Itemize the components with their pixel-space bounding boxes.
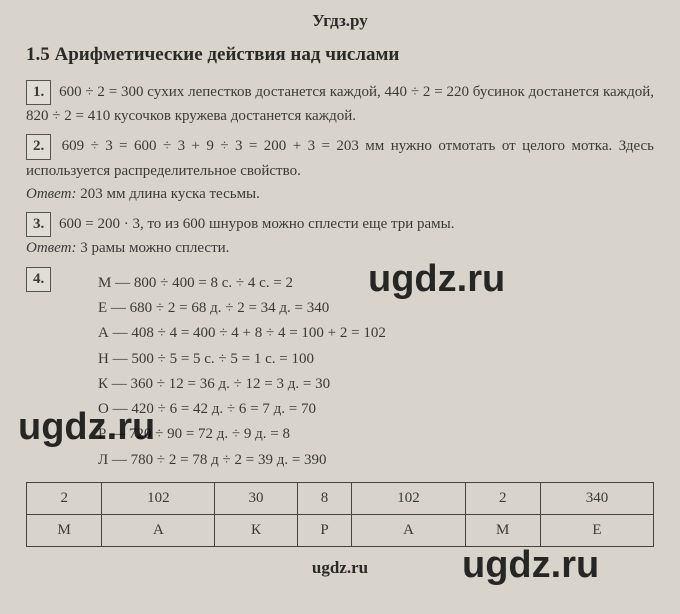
problem-3-answer-label: Ответ:	[26, 240, 76, 256]
problem-3-answer: 3 рамы можно сплести.	[76, 240, 229, 256]
cell: 2	[27, 482, 102, 514]
cell: 102	[352, 482, 465, 514]
problem-2-text: 609 ÷ 3 = 600 ÷ 3 + 9 ÷ 3 = 200 + 3 = 20…	[26, 138, 654, 178]
cell: 30	[215, 482, 297, 514]
problem-2-number: 2.	[26, 134, 51, 159]
p4-line-a: А — 408 ÷ 4 = 400 ÷ 4 + 8 ÷ 4 = 100 + 2 …	[98, 322, 654, 345]
section-title: 1.5 Арифметические действия над числами	[26, 40, 654, 69]
p4-line-e: Е — 680 ÷ 2 = 68 д. ÷ 2 = 34 д. = 340	[98, 297, 654, 320]
cell: К	[215, 515, 297, 547]
problem-3-text: 600 = 200 · 3, то из 600 шнуров можно сп…	[59, 216, 455, 232]
cell: А	[102, 515, 215, 547]
problem-3: 3. 600 = 200 · 3, то из 600 шнуров можно…	[26, 212, 654, 261]
cell: Е	[540, 515, 653, 547]
cell: 2	[465, 482, 540, 514]
p4-line-o: О — 420 ÷ 6 = 42 д. ÷ 6 = 7 д. = 70	[98, 398, 654, 421]
cell: М	[465, 515, 540, 547]
problem-1-text: 600 ÷ 2 = 300 сухих лепестков достанется…	[26, 84, 654, 124]
problem-1-number: 1.	[26, 80, 51, 105]
result-table: 2 102 30 8 102 2 340 М А К Р А М Е	[26, 482, 654, 548]
problem-3-number: 3.	[26, 212, 51, 237]
cell: А	[352, 515, 465, 547]
problem-2: 2. 609 ÷ 3 = 600 ÷ 3 + 9 ÷ 3 = 200 + 3 =…	[26, 134, 654, 206]
problem-4-number: 4.	[26, 267, 51, 292]
problem-2-answer-label: Ответ:	[26, 186, 76, 202]
page-footer: ugdz.ru	[26, 555, 654, 581]
problem-1: 1. 600 ÷ 2 = 300 сухих лепестков достане…	[26, 80, 654, 129]
p4-line-n: Н — 500 ÷ 5 = 5 с. ÷ 5 = 1 с. = 100	[98, 348, 654, 371]
table-row: 2 102 30 8 102 2 340	[27, 482, 654, 514]
page-header: Угдз.ру	[26, 8, 654, 34]
problem-4: 4. М — 800 ÷ 400 = 8 с. ÷ 4 с. = 2 Е — 6…	[26, 267, 654, 472]
problem-2-answer: 203 мм длина куска тесьмы.	[76, 186, 259, 202]
cell: 340	[540, 482, 653, 514]
table-row: М А К Р А М Е	[27, 515, 654, 547]
cell: М	[27, 515, 102, 547]
cell: 8	[297, 482, 352, 514]
cell: Р	[297, 515, 352, 547]
p4-line-l: Л — 780 ÷ 2 = 78 д ÷ 2 = 39 д. = 390	[98, 449, 654, 472]
p4-line-r: Р — 720 ÷ 90 = 72 д. ÷ 9 д. = 8	[98, 423, 654, 446]
cell: 102	[102, 482, 215, 514]
p4-line-k: К — 360 ÷ 12 = 36 д. ÷ 12 = 3 д. = 30	[98, 373, 654, 396]
p4-line-m: М — 800 ÷ 400 = 8 с. ÷ 4 с. = 2	[98, 272, 654, 295]
